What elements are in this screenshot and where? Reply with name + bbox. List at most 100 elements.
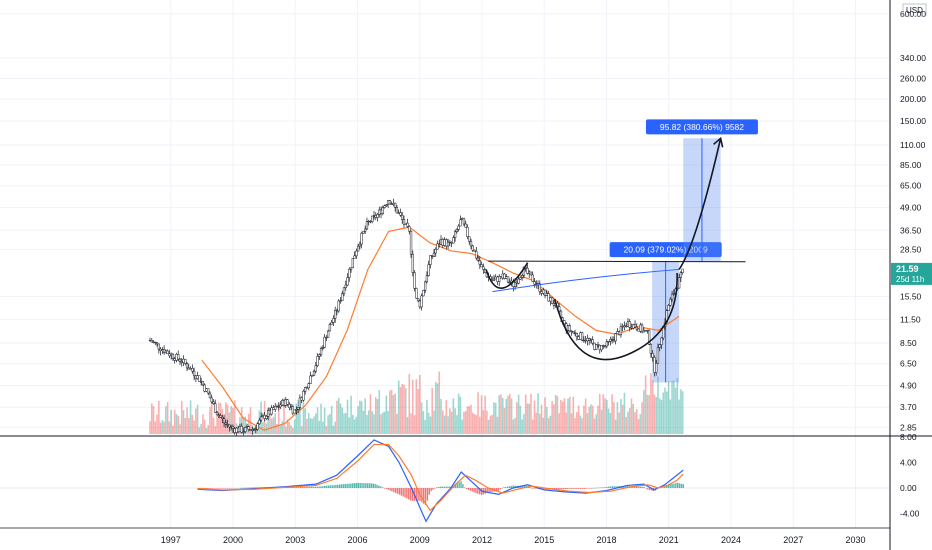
macd-histogram-bar bbox=[202, 488, 205, 489]
macd-histogram-bar bbox=[204, 488, 206, 489]
macd-histogram-bar bbox=[325, 485, 328, 488]
macd-histogram-bar bbox=[456, 483, 459, 488]
volume-bar bbox=[660, 399, 663, 434]
volume-bar bbox=[156, 414, 158, 434]
volume-bar bbox=[165, 406, 167, 434]
candle-body bbox=[660, 337, 663, 345]
macd-histogram-bar bbox=[391, 488, 393, 492]
volume-bar bbox=[207, 424, 210, 434]
macd-histogram-bar bbox=[507, 486, 509, 488]
macd-histogram-bar bbox=[602, 487, 604, 488]
macd-histogram-bar bbox=[566, 488, 569, 489]
volume-bar bbox=[352, 414, 354, 434]
candle-body bbox=[349, 267, 353, 270]
volume-bar bbox=[563, 398, 566, 434]
volume-bar bbox=[292, 427, 294, 434]
volume-bar bbox=[316, 407, 319, 434]
candle-body bbox=[521, 275, 524, 278]
volume-bar bbox=[163, 421, 165, 434]
macd-histogram-bar bbox=[348, 483, 350, 488]
candle-body bbox=[215, 412, 219, 416]
candle-body bbox=[358, 243, 362, 247]
macd-histogram-bar bbox=[587, 488, 589, 489]
macd-histogram-bar bbox=[197, 488, 199, 489]
macd-histogram-bar bbox=[350, 483, 352, 488]
grid bbox=[0, 0, 890, 528]
candle-body bbox=[355, 250, 358, 257]
candle-body bbox=[429, 255, 432, 265]
volume-bar bbox=[166, 402, 169, 434]
macd-histogram-bar bbox=[592, 487, 595, 489]
candle-body bbox=[517, 278, 520, 284]
volume-bar bbox=[473, 414, 476, 434]
candle-body bbox=[395, 207, 399, 214]
volume-bar bbox=[399, 387, 402, 434]
candle-body bbox=[468, 236, 471, 242]
macd-histogram-bar bbox=[297, 487, 300, 488]
macd-histogram-bar bbox=[563, 488, 565, 490]
candle-body bbox=[453, 231, 457, 238]
candle-body bbox=[506, 276, 510, 283]
volume-bar bbox=[620, 399, 622, 434]
resistance-line bbox=[488, 260, 746, 263]
candle-body bbox=[244, 427, 247, 432]
candle-body bbox=[219, 415, 222, 418]
volume-bar bbox=[676, 377, 679, 434]
candle-body bbox=[224, 422, 227, 425]
measure-label: 20.09 (379.02%) 2009 bbox=[624, 245, 708, 255]
volume-bar bbox=[560, 400, 562, 434]
volume-bar bbox=[288, 421, 291, 434]
macd-histogram-bar bbox=[648, 488, 651, 491]
price-tick-label: 8.50 bbox=[900, 338, 917, 348]
candle-body bbox=[670, 293, 674, 300]
price-tick-label: 65.00 bbox=[900, 181, 922, 191]
candle-body bbox=[286, 399, 289, 405]
volume-bar bbox=[389, 390, 391, 434]
price-tick-label: 340.00 bbox=[900, 53, 926, 63]
macd-histogram-bar bbox=[533, 488, 535, 489]
macd-histogram-bar bbox=[495, 488, 498, 492]
time-tick-label: 2027 bbox=[783, 535, 803, 545]
measure-label-bg bbox=[609, 242, 722, 258]
candle-body bbox=[543, 289, 547, 296]
volume-bar bbox=[217, 402, 220, 434]
volume-bar bbox=[658, 398, 661, 434]
macd-histogram-bar bbox=[327, 485, 330, 488]
countdown-label: 25d 11h bbox=[896, 275, 924, 284]
macd-histogram-bar bbox=[607, 486, 610, 488]
macd-histogram-bar bbox=[441, 486, 444, 488]
candle-body bbox=[658, 344, 661, 348]
candle-body bbox=[649, 344, 653, 354]
macd-histogram-bar bbox=[665, 485, 668, 488]
volume-bar bbox=[606, 399, 608, 434]
macd-histogram-bar bbox=[443, 486, 445, 488]
candle-body bbox=[231, 426, 235, 429]
volume-bar bbox=[195, 408, 197, 434]
macd-histogram-bar bbox=[432, 488, 434, 490]
volume-bar bbox=[322, 421, 324, 434]
macd-histogram-bar bbox=[604, 487, 606, 488]
candle-body bbox=[628, 321, 631, 328]
arrow-head bbox=[713, 136, 724, 148]
candle-body bbox=[572, 331, 575, 334]
macd-histogram-bar bbox=[437, 486, 440, 488]
volume-bar bbox=[674, 387, 677, 434]
candle-body bbox=[307, 383, 310, 389]
candle-body bbox=[547, 293, 550, 302]
macd-histogram-bar bbox=[217, 488, 219, 489]
candle-body bbox=[476, 257, 480, 261]
macd-histogram-bar bbox=[572, 488, 574, 489]
volume-bar bbox=[408, 374, 411, 434]
macd-histogram-bar bbox=[402, 488, 404, 497]
macd-histogram-bar bbox=[251, 487, 253, 489]
macd-histogram-bar bbox=[254, 487, 257, 488]
candle-body bbox=[406, 222, 409, 227]
macd-histogram-bar bbox=[490, 488, 492, 492]
candle-body bbox=[655, 363, 658, 373]
drawings[interactable] bbox=[485, 136, 746, 361]
volume-bar bbox=[343, 413, 345, 434]
macd-histogram-bar bbox=[374, 483, 376, 488]
volume-bar bbox=[443, 415, 446, 434]
volume-bar bbox=[535, 412, 538, 434]
